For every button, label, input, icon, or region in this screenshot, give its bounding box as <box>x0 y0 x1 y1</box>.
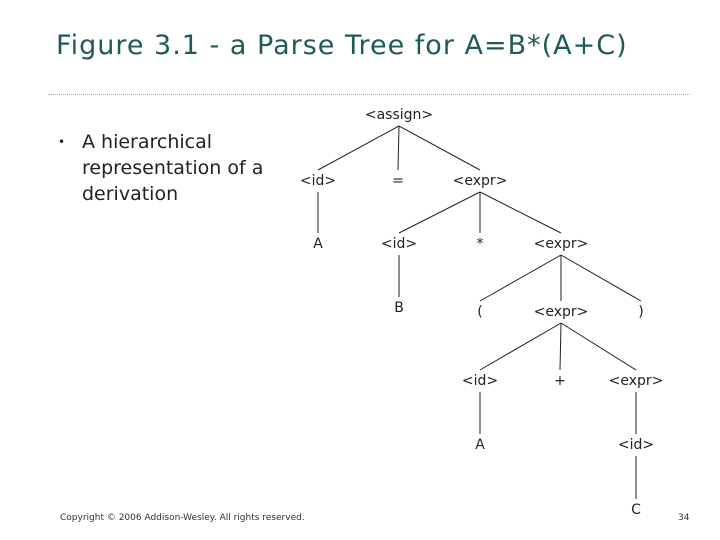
tree-edge <box>398 125 481 171</box>
tree-node: <id> <box>618 437 654 453</box>
tree-edge <box>560 254 642 302</box>
tree-node: A <box>475 437 485 453</box>
tree-edge <box>559 322 562 371</box>
tree-node: <id> <box>462 373 498 389</box>
tree-node: ( <box>477 304 482 320</box>
tree-edge <box>479 191 562 234</box>
tree-node: * <box>477 236 484 252</box>
tree-node: C <box>631 502 641 518</box>
footer: Copyright © 2006 Addison-Wesley. All rig… <box>60 513 305 523</box>
slide-title: Figure 3.1 - a Parse Tree for A=B*(A+C) <box>56 30 628 61</box>
tree-node: <expr> <box>534 304 589 320</box>
tree-node: <id> <box>381 236 417 252</box>
tree-node: A <box>313 236 323 252</box>
tree-node: + <box>554 373 566 389</box>
tree-edge <box>560 322 637 371</box>
tree-edge <box>398 191 481 234</box>
tree-node: B <box>394 300 404 316</box>
bullet-marker: • <box>58 135 66 149</box>
tree-edge <box>397 125 400 171</box>
tree-edge <box>479 254 562 302</box>
tree-node: <id> <box>300 173 336 189</box>
bullet-text: A hierarchical representation of a deriv… <box>82 131 264 205</box>
tree-node: ) <box>638 304 643 320</box>
title-rule <box>48 94 690 95</box>
tree-node: <expr> <box>609 373 664 389</box>
tree-node: <expr> <box>534 236 589 252</box>
tree-node: <expr> <box>453 173 508 189</box>
tree-node: <assign> <box>365 107 433 123</box>
tree-edge <box>317 125 400 171</box>
page-number: 34 <box>678 513 690 523</box>
tree-edge <box>479 322 562 371</box>
tree-node: = <box>392 173 404 189</box>
